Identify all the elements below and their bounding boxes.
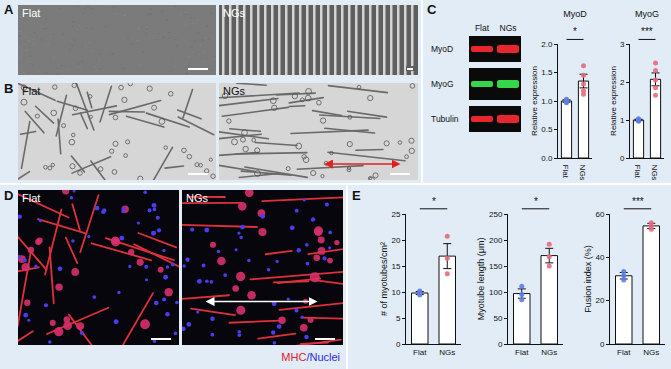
svg-text:2: 2 (620, 78, 625, 87)
svg-text:10: 10 (391, 288, 400, 297)
svg-text:0: 0 (620, 154, 625, 163)
svg-text:NGs: NGs (650, 165, 659, 180)
svg-text:50: 50 (493, 314, 502, 323)
svg-text:40: 40 (595, 253, 604, 262)
svg-text:MyoG: MyoG (431, 79, 454, 89)
svg-text:0.0: 0.0 (541, 154, 553, 163)
svg-text:5: 5 (396, 314, 401, 323)
svg-text:Flat: Flat (22, 192, 40, 204)
svg-text:20: 20 (391, 236, 400, 245)
svg-text:NGs: NGs (541, 348, 557, 357)
svg-text:Relative expression: Relative expression (609, 66, 618, 136)
svg-text:MyoG: MyoG (635, 9, 659, 19)
svg-text:15: 15 (391, 262, 400, 271)
svg-text:2.0: 2.0 (541, 40, 553, 49)
html-text:MHC /Nuclei: MHC /Nuclei (281, 351, 340, 363)
svg-text:Fusion index (%): Fusion index (%) (583, 245, 593, 313)
svg-text:NGs: NGs (186, 192, 209, 204)
svg-text:MyoD: MyoD (431, 44, 453, 54)
html-text:B: B (4, 81, 14, 96)
svg-text:MyoD: MyoD (563, 9, 587, 19)
svg-text:***: *** (632, 196, 644, 207)
html-text:E: E (352, 188, 361, 203)
svg-text:1: 1 (620, 116, 625, 125)
svg-text:Flat: Flat (22, 85, 40, 97)
svg-text:60: 60 (595, 210, 604, 219)
svg-text:0.5: 0.5 (541, 125, 553, 134)
svg-text:25: 25 (391, 210, 400, 219)
svg-text:1.5: 1.5 (541, 68, 553, 77)
svg-text:*: * (534, 196, 538, 207)
svg-text:20: 20 (595, 296, 604, 305)
svg-text:Flat: Flat (561, 165, 570, 179)
svg-text:*: * (573, 26, 577, 37)
svg-text:250: 250 (489, 210, 503, 219)
svg-text:# of myotubes/cm²: # of myotubes/cm² (379, 242, 389, 316)
svg-text:NGs: NGs (223, 85, 246, 97)
svg-text:NGs: NGs (223, 7, 246, 19)
html-text:C: C (427, 2, 437, 17)
svg-text:Myotube length (μm): Myotube length (μm) (476, 238, 486, 321)
svg-text:100: 100 (489, 288, 503, 297)
svg-text:***: *** (641, 26, 653, 37)
svg-text:150: 150 (489, 262, 503, 271)
svg-text:200: 200 (489, 236, 503, 245)
svg-text:Flat: Flat (22, 7, 40, 19)
svg-text:NGs: NGs (439, 348, 455, 357)
html-text:D: D (4, 188, 14, 203)
svg-text:Flat: Flat (413, 348, 427, 357)
svg-text:Flat: Flat (515, 348, 529, 357)
svg-text:*: * (432, 196, 436, 207)
svg-text:Flat: Flat (633, 165, 642, 179)
svg-text:Relative expression: Relative expression (530, 66, 539, 136)
svg-text:NGs: NGs (500, 23, 517, 33)
svg-text:0: 0 (600, 340, 605, 349)
svg-text:NGs: NGs (643, 348, 659, 357)
svg-text:3: 3 (620, 40, 625, 49)
svg-text:Flat: Flat (617, 348, 631, 357)
html-text:A: A (4, 2, 14, 17)
svg-text:0: 0 (396, 340, 401, 349)
svg-text:Flat: Flat (475, 23, 490, 33)
svg-text:NGs: NGs (578, 165, 587, 180)
svg-text:Tubulin: Tubulin (431, 114, 459, 124)
svg-text:0: 0 (498, 340, 503, 349)
svg-text:1.0: 1.0 (541, 97, 553, 106)
